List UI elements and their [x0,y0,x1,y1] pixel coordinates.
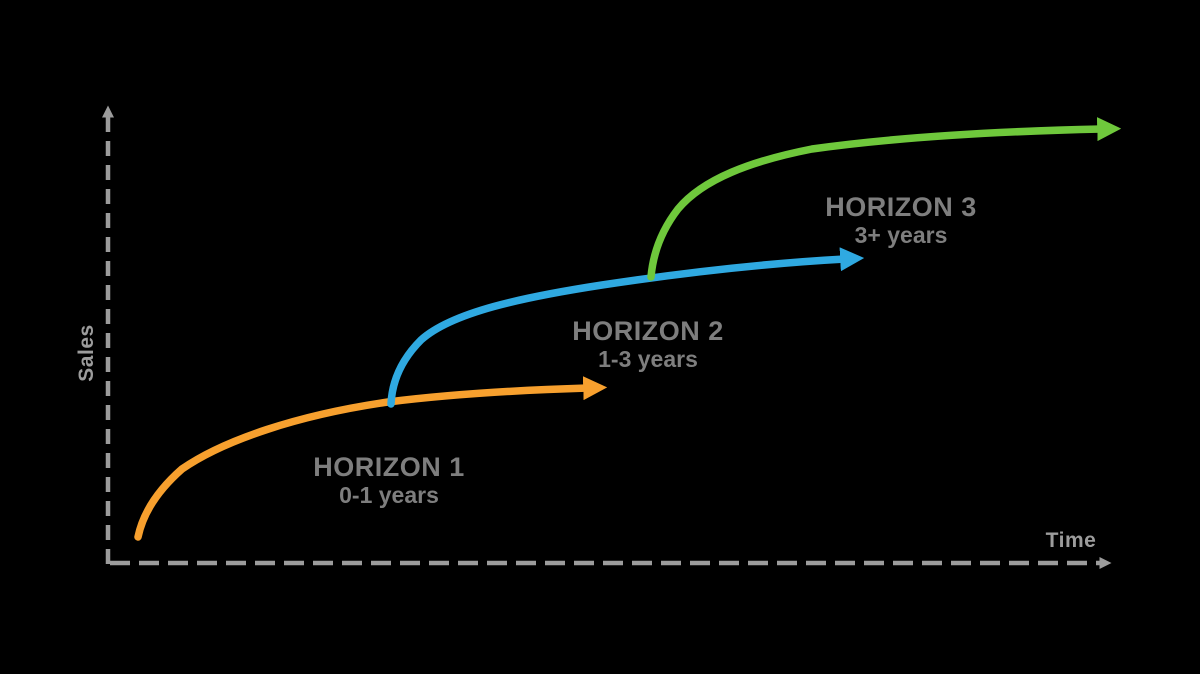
horizon2-title: HORIZON 2 [572,316,724,346]
horizon3-timeframe: 3+ years [854,222,948,248]
x-axis-label: Time [1045,529,1097,552]
y-axis-label: Sales [75,324,98,382]
horizon2-label: HORIZON 2 1-3 years [572,317,724,372]
horizon1-curve [134,376,608,541]
horizon1-label: HORIZON 1 0-1 years [313,453,465,508]
horizon1-timeframe: 0-1 years [339,482,439,508]
horizon2-curve [387,247,865,408]
horizon2-timeframe: 1-3 years [598,346,698,372]
horizon3-title: HORIZON 3 [825,192,977,222]
horizon3-curve [647,117,1122,281]
horizon1-title: HORIZON 1 [313,452,465,482]
horizon3-label: HORIZON 3 3+ years [825,193,977,248]
